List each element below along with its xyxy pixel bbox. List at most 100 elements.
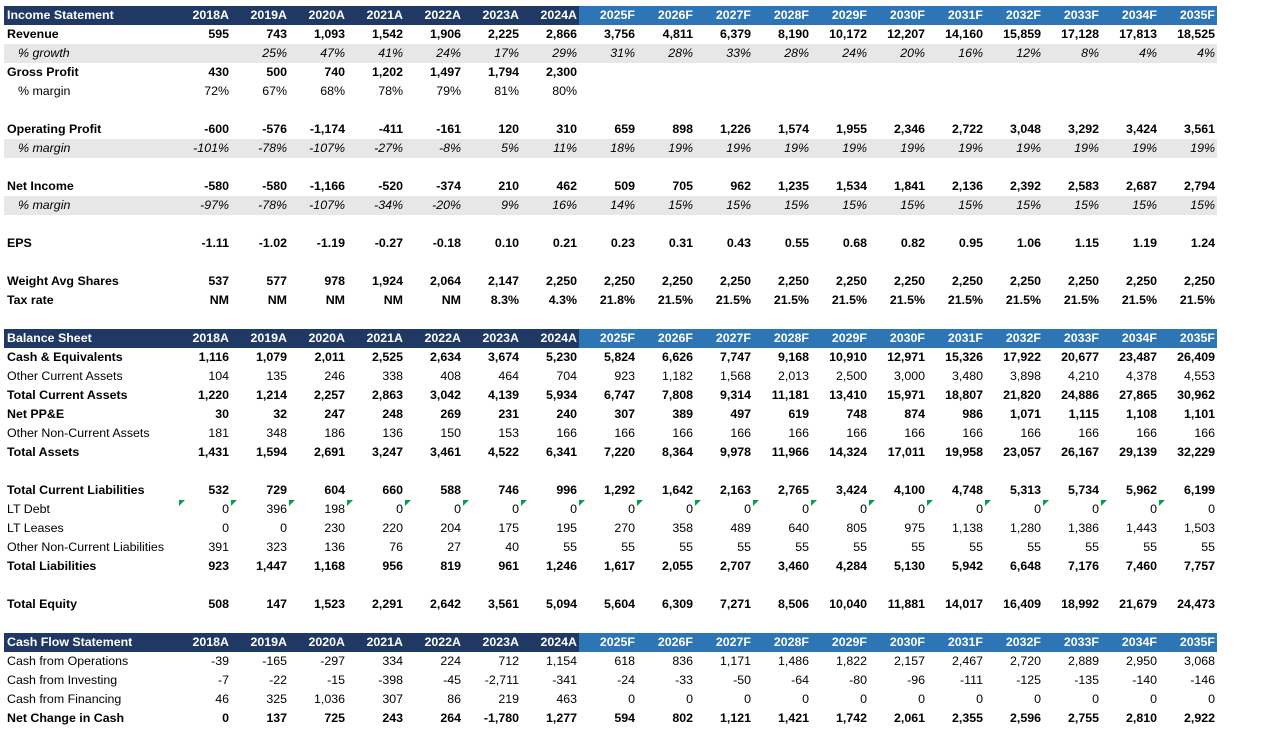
empty-cell[interactable] [405, 614, 463, 633]
value-cell[interactable]: 956 [382, 559, 403, 573]
year-header-2030f[interactable]: 2030F [869, 6, 927, 25]
value-cell[interactable]: 3,756 [603, 27, 635, 41]
value-cell[interactable]: 5,942 [951, 559, 983, 573]
empty-cell[interactable] [289, 576, 347, 595]
empty-cell[interactable] [231, 253, 289, 272]
value-cell[interactable]: 310 [556, 122, 577, 136]
year-header-2025f[interactable]: 2025F [579, 329, 637, 348]
empty-cell[interactable] [1159, 310, 1217, 329]
value-cell[interactable]: 725 [324, 711, 345, 725]
value-cell[interactable]: 1,214 [255, 388, 287, 402]
empty-cell[interactable] [463, 310, 521, 329]
value-cell[interactable]: 24% [405, 44, 463, 63]
value-cell[interactable]: 198 [289, 500, 347, 519]
value-cell[interactable]: 166 [1194, 426, 1215, 440]
empty-cell[interactable] [927, 576, 985, 595]
value-cell[interactable]: 978 [324, 274, 345, 288]
value-cell[interactable]: 1,115 [1068, 407, 1099, 421]
value-cell[interactable]: 1.24 [1190, 236, 1215, 250]
empty-cell[interactable] [985, 614, 1043, 633]
empty-cell[interactable] [347, 253, 405, 272]
empty-cell[interactable] [579, 158, 637, 177]
value-cell[interactable]: 8% [1043, 44, 1101, 63]
value-cell[interactable]: -22 [269, 673, 287, 687]
empty-cell[interactable] [179, 614, 231, 633]
value-cell[interactable]: 21.5% [1179, 293, 1215, 307]
empty-cell[interactable] [637, 253, 695, 272]
value-cell[interactable]: 2,064 [429, 274, 461, 288]
value-cell[interactable]: 166 [672, 426, 693, 440]
value-cell[interactable]: 0 [579, 500, 637, 519]
empty-cell[interactable] [521, 614, 579, 633]
value-cell[interactable]: -125 [1016, 673, 1041, 687]
empty-cell[interactable] [811, 576, 869, 595]
value-cell[interactable]: 220 [382, 521, 403, 535]
empty-cell[interactable] [521, 462, 579, 481]
value-cell[interactable]: 19% [1159, 139, 1217, 158]
value-cell[interactable]: 1,794 [487, 65, 519, 79]
value-cell[interactable] [1159, 63, 1217, 82]
value-cell[interactable]: 1,822 [835, 654, 867, 668]
year-header-2026f[interactable]: 2026F [637, 633, 695, 652]
value-cell[interactable]: 0 [1159, 500, 1217, 519]
value-cell[interactable]: 243 [382, 711, 403, 725]
value-cell[interactable] [1101, 82, 1159, 101]
value-cell[interactable]: 166 [730, 426, 751, 440]
empty-cell[interactable] [521, 310, 579, 329]
value-cell[interactable]: 898 [672, 122, 693, 136]
row-label[interactable]: Gross Profit [7, 65, 79, 79]
value-cell[interactable]: 1,220 [197, 388, 229, 402]
value-cell[interactable]: 14,017 [945, 597, 983, 611]
value-cell[interactable]: 2,225 [487, 27, 519, 41]
value-cell[interactable]: 5,094 [545, 597, 577, 611]
value-cell[interactable]: 1,292 [603, 483, 635, 497]
value-cell[interactable]: 358 [672, 521, 693, 535]
value-cell[interactable]: 307 [614, 407, 635, 421]
value-cell[interactable]: 21.5% [1063, 293, 1099, 307]
value-cell[interactable]: 0 [695, 500, 753, 519]
empty-cell[interactable] [1101, 253, 1159, 272]
value-cell[interactable]: 0.55 [784, 236, 809, 250]
value-cell[interactable]: 231 [498, 407, 519, 421]
value-cell[interactable]: 11% [521, 139, 579, 158]
value-cell[interactable]: 28% [637, 44, 695, 63]
value-cell[interactable]: -107% [289, 196, 347, 215]
empty-cell[interactable] [289, 101, 347, 120]
year-header-2022a[interactable]: 2022A [405, 329, 463, 348]
empty-cell[interactable] [753, 310, 811, 329]
value-cell[interactable]: 186 [324, 426, 345, 440]
value-cell[interactable]: 2,525 [371, 350, 403, 364]
value-cell[interactable]: 4% [1159, 44, 1217, 63]
empty-cell[interactable] [4, 158, 179, 177]
empty-cell[interactable] [405, 576, 463, 595]
value-cell[interactable]: 18,807 [945, 388, 983, 402]
year-header-2033f[interactable]: 2033F [1043, 6, 1101, 25]
value-cell[interactable]: 47% [289, 44, 347, 63]
empty-cell[interactable] [753, 614, 811, 633]
value-cell[interactable] [869, 82, 927, 101]
value-cell[interactable]: 247 [324, 407, 345, 421]
empty-cell[interactable] [179, 576, 231, 595]
value-cell[interactable]: 1,386 [1067, 521, 1099, 535]
value-cell[interactable]: 4,139 [487, 388, 519, 402]
value-cell[interactable] [1159, 82, 1217, 101]
value-cell[interactable]: NM [383, 293, 403, 307]
value-cell[interactable]: 19% [927, 139, 985, 158]
value-cell[interactable]: 219 [498, 692, 519, 706]
value-cell[interactable]: 147 [266, 597, 287, 611]
value-cell[interactable]: 1,235 [777, 179, 809, 193]
value-cell[interactable]: 532 [208, 483, 229, 497]
value-cell[interactable]: -78% [231, 196, 289, 215]
value-cell[interactable]: 11,966 [771, 445, 809, 459]
value-cell[interactable]: 2,794 [1183, 179, 1215, 193]
value-cell[interactable]: 21.8% [599, 293, 635, 307]
value-cell[interactable]: 8,506 [777, 597, 809, 611]
value-cell[interactable]: 5,130 [893, 559, 925, 573]
value-cell[interactable]: 0 [222, 711, 229, 725]
value-cell[interactable]: 5,934 [545, 388, 577, 402]
value-cell[interactable]: 6,648 [1009, 559, 1041, 573]
empty-cell[interactable] [985, 310, 1043, 329]
row-label[interactable]: Cash & Equivalents [7, 350, 123, 364]
empty-cell[interactable] [927, 614, 985, 633]
value-cell[interactable]: 0 [222, 521, 229, 535]
